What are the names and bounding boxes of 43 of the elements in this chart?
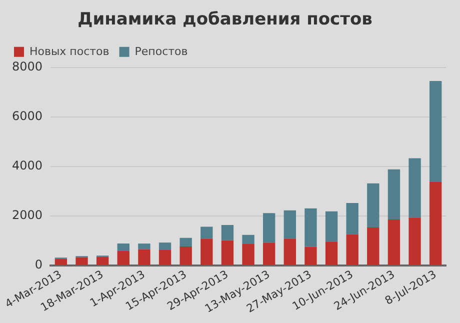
- bar: [430, 182, 442, 265]
- bar: [158, 250, 172, 265]
- bar: [284, 238, 296, 265]
- bar: [180, 246, 192, 265]
- bar: [346, 202, 358, 234]
- bar: [262, 242, 276, 265]
- bar: [76, 257, 88, 265]
- bar: [367, 227, 380, 265]
- bar: [304, 208, 317, 247]
- bar: [430, 81, 442, 182]
- bar: [388, 169, 400, 220]
- bar: [367, 183, 380, 228]
- chart-title: Динамика добавления постов: [78, 10, 373, 30]
- bar: [200, 238, 213, 265]
- bar: [325, 211, 338, 242]
- bar: [138, 249, 150, 265]
- y-tick-label: 8000: [12, 60, 43, 74]
- bar: [262, 213, 276, 243]
- bar: [304, 246, 317, 265]
- bar: [54, 258, 68, 265]
- bar: [200, 226, 213, 239]
- legend-label: Репостов: [134, 44, 188, 58]
- bar: [221, 240, 234, 265]
- y-tick-label: 6000: [12, 109, 43, 124]
- bar: [117, 244, 130, 251]
- bar: [346, 234, 358, 265]
- bar: [408, 158, 421, 218]
- bar: [158, 242, 172, 250]
- y-tick-label: 0: [34, 257, 43, 272]
- bar: [117, 250, 130, 265]
- y-tick-label: 2000: [12, 208, 43, 222]
- bar: [221, 225, 234, 240]
- bar: [96, 256, 109, 265]
- bar: [388, 220, 400, 265]
- bar: [242, 244, 254, 265]
- bar: [242, 234, 254, 244]
- bar: [180, 238, 192, 247]
- legend-label: Новых постов: [30, 44, 110, 58]
- bar: [138, 244, 150, 250]
- y-tick-label: 4000: [12, 158, 43, 172]
- bar: [325, 242, 338, 265]
- bar: [408, 218, 421, 265]
- bar: [284, 210, 296, 239]
